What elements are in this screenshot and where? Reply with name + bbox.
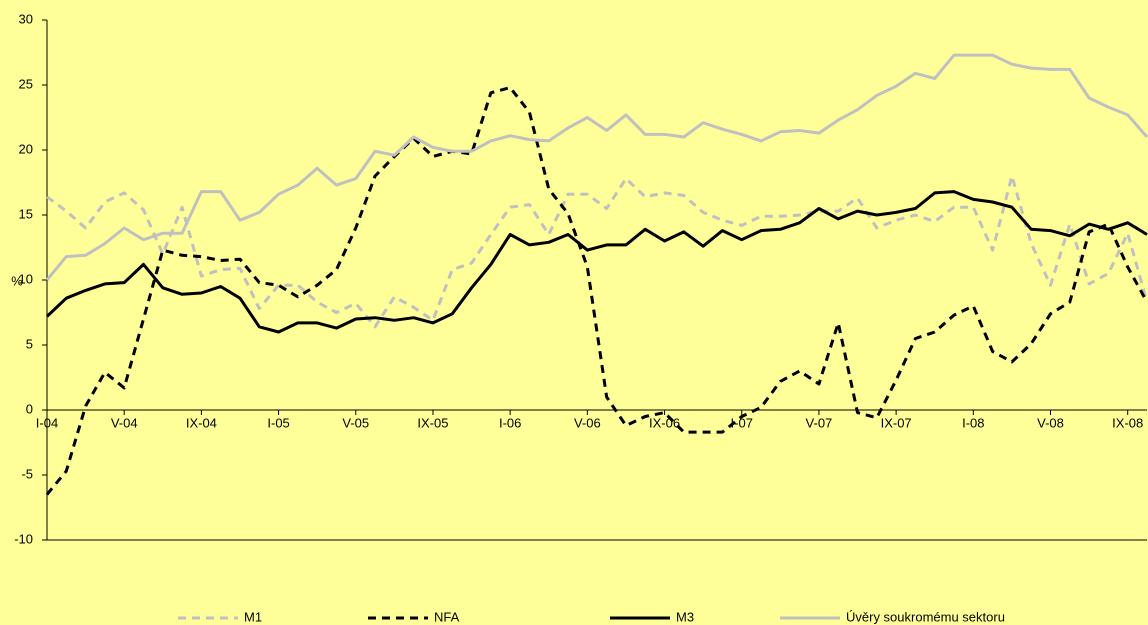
x-tick-label: V-05 bbox=[342, 415, 369, 430]
x-tick-label: I-04 bbox=[36, 415, 58, 430]
y-tick-label: -5 bbox=[21, 466, 33, 481]
x-tick-label: IX-05 bbox=[417, 415, 448, 430]
x-tick-label: V-06 bbox=[574, 415, 601, 430]
series-line bbox=[45, 86, 1148, 496]
x-tick-label: I-07 bbox=[731, 415, 753, 430]
x-tick-label: I-05 bbox=[267, 415, 289, 430]
series-line bbox=[45, 190, 1148, 334]
y-tick-label: 15 bbox=[19, 206, 33, 221]
x-tick-label: I-08 bbox=[962, 415, 984, 430]
x-tick-label: V-08 bbox=[1037, 415, 1064, 430]
x-tick-label: IX-08 bbox=[1112, 415, 1143, 430]
series-line bbox=[45, 53, 1148, 281]
y-tick-label: 10 bbox=[19, 271, 33, 286]
y-tick-label: -10 bbox=[14, 531, 33, 546]
series-line bbox=[46, 174, 1148, 329]
y-tick-label: 30 bbox=[19, 11, 33, 26]
x-tick-label: I-06 bbox=[499, 415, 521, 430]
y-axis-label: % bbox=[11, 273, 23, 288]
y-tick-label: 20 bbox=[19, 141, 33, 156]
x-tick-label: V-04 bbox=[111, 415, 138, 430]
legend-label: NFA bbox=[434, 609, 460, 624]
x-tick-label: IX-07 bbox=[881, 415, 912, 430]
x-tick-label: V-07 bbox=[806, 415, 833, 430]
y-tick-label: 5 bbox=[26, 336, 33, 351]
legend-label: M3 bbox=[676, 609, 694, 624]
x-tick-label: IX-04 bbox=[186, 415, 217, 430]
y-tick-label: 25 bbox=[19, 76, 33, 91]
legend-label: M1 bbox=[244, 609, 262, 624]
y-tick-label: 0 bbox=[26, 401, 33, 416]
legend-label: Úvěry soukromému sektoru bbox=[846, 609, 1005, 624]
x-tick-label: IX-06 bbox=[649, 415, 680, 430]
